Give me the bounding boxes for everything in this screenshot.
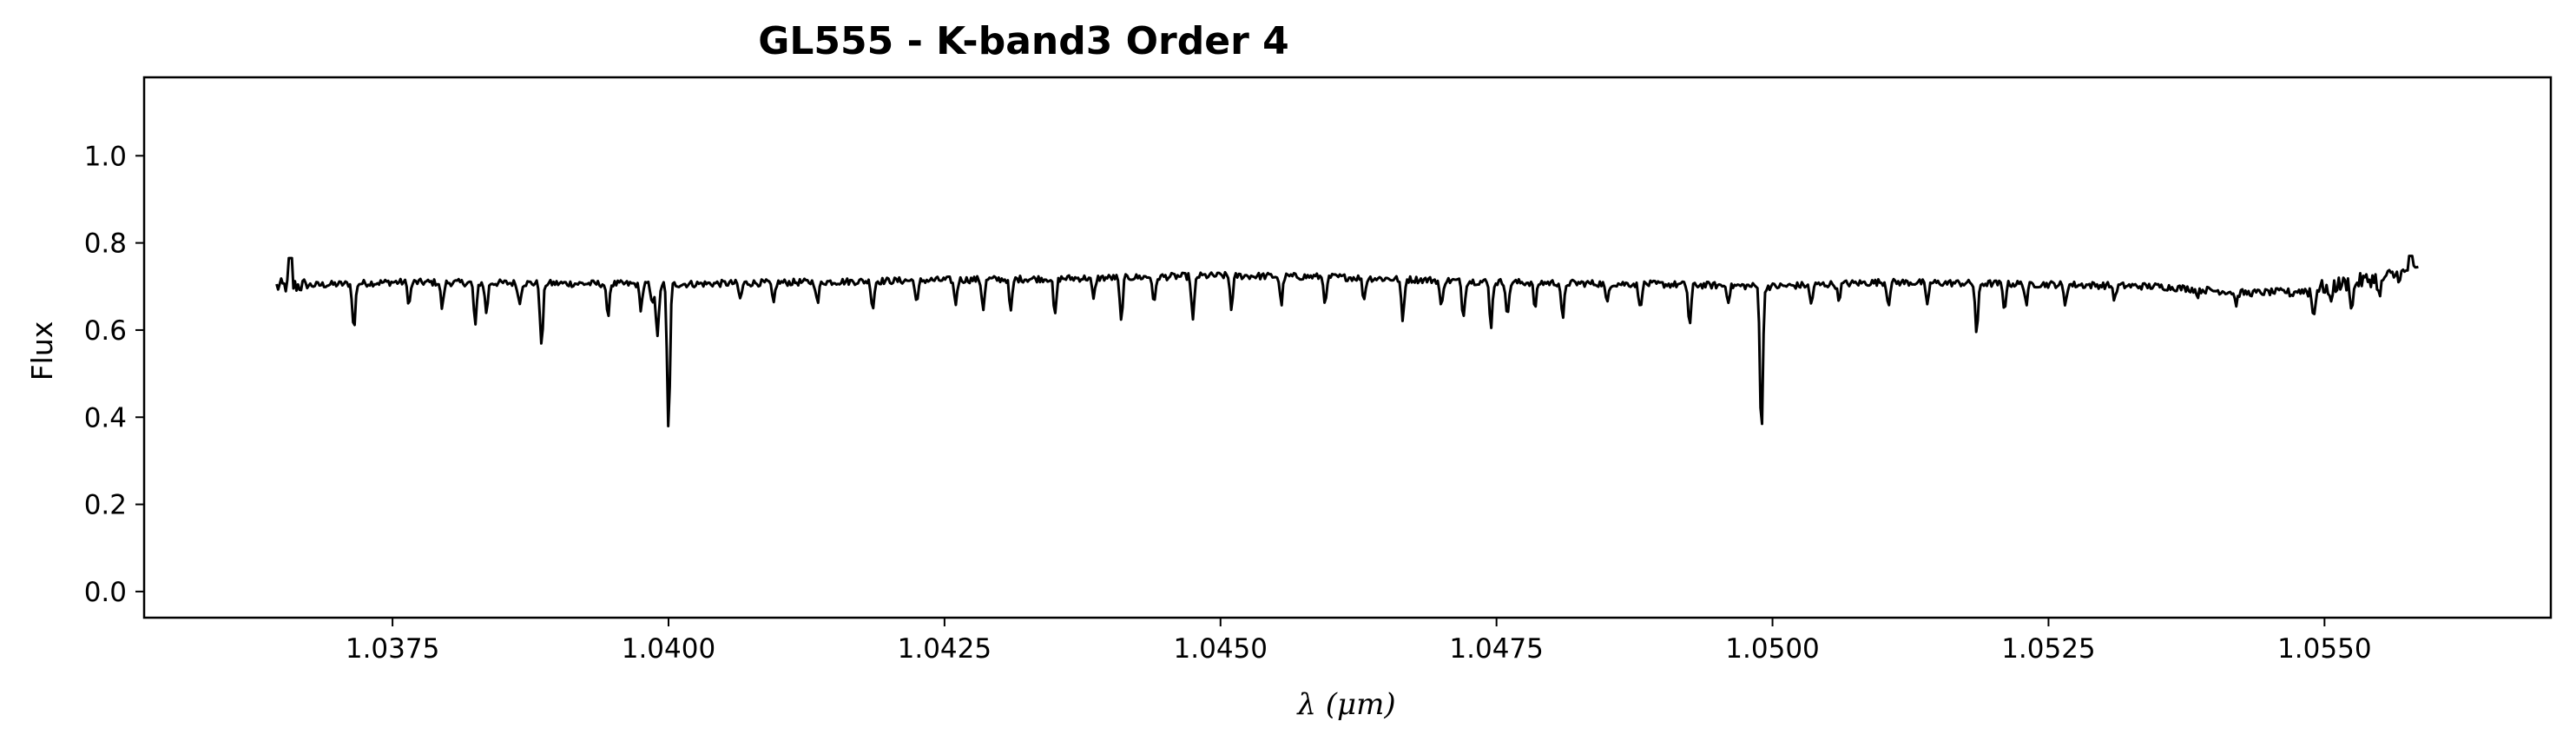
plot-frame <box>142 76 2553 619</box>
series-line-flux <box>275 255 2419 427</box>
x-tick-label: 1.0525 <box>2001 633 2095 665</box>
plot-area <box>275 255 2419 427</box>
x-tick-label: 1.0425 <box>898 633 992 665</box>
chart-title: GL555 - K-band3 Order 4 <box>758 19 1288 63</box>
x-axis-ticks: 1.0375 1.0400 1.0425 1.0450 1.0475 1.0500 1.05… <box>346 618 2372 665</box>
y-tick-label: 0.4 <box>84 402 127 434</box>
y-tick-label: 0.2 <box>84 490 127 521</box>
y-tick-label: 0.6 <box>84 315 127 347</box>
x-tick-label: 1.0475 <box>1449 633 1543 665</box>
y-tick-label: 0.8 <box>84 228 127 260</box>
y-tick-label: 1.0 <box>84 141 127 172</box>
y-axis-label: Flux <box>25 321 59 381</box>
x-tick-label: 1.0375 <box>346 633 439 665</box>
y-axis-ticks: 0.0 0.2 0.4 0.6 0.8 1.0 <box>84 141 144 608</box>
x-axis-label: λ (μm) <box>1295 687 1395 722</box>
x-tick-label: 1.0450 <box>1174 633 1268 665</box>
x-tick-label: 1.0400 <box>622 633 715 665</box>
x-tick-label: 1.0550 <box>2277 633 2371 665</box>
x-tick-label: 1.0500 <box>1725 633 1819 665</box>
y-tick-label: 0.0 <box>84 577 127 608</box>
